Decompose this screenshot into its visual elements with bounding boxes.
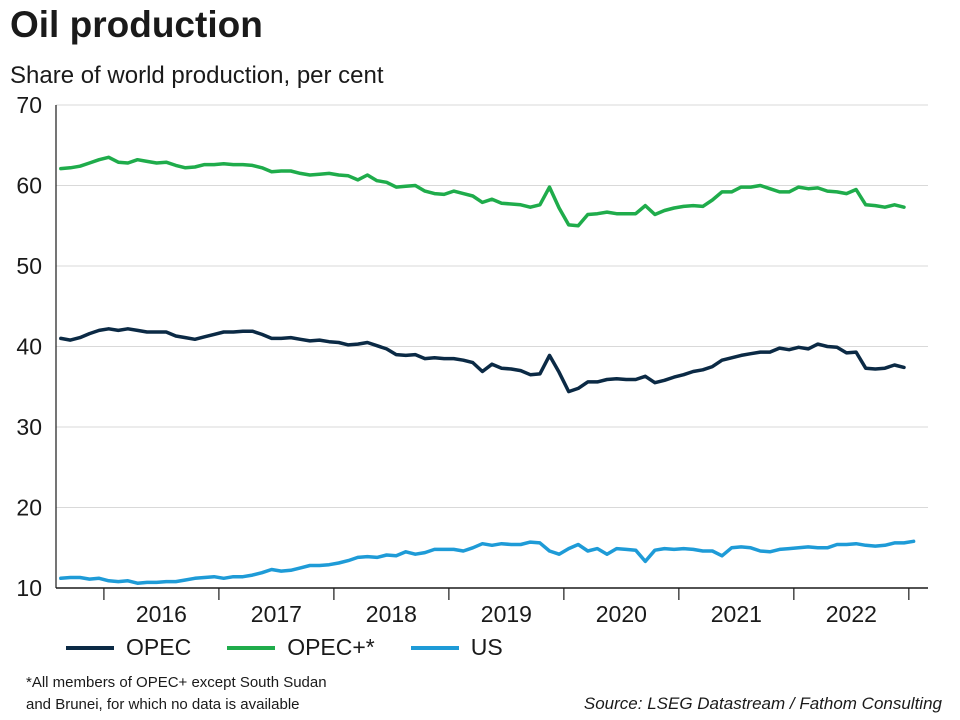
chart-title: Oil production [10,4,263,45]
series-line-opec-plus [59,155,906,228]
series-line-us [59,539,916,585]
y-tick-label-30: 30 [16,414,42,440]
legend: OPEC OPEC+* US [66,634,539,661]
x-axis: 2016 2017 2018 2019 2020 2021 2022 [55,105,928,627]
x-tick-label-2022: 2022 [826,601,877,627]
y-tick-label-20: 20 [16,495,42,521]
legend-item-us: US [410,634,503,661]
legend-item-opec: OPEC [66,634,191,661]
y-axis-ticks: 10 20 30 40 50 60 70 [16,92,42,601]
x-tick-label-2017: 2017 [251,601,302,627]
legend-swatch-opec [66,645,114,650]
y-tick-label-60: 60 [16,173,42,199]
x-tick-label-2019: 2019 [481,601,532,627]
legend-label-opec-plus: OPEC+* [287,634,375,660]
series-lines [59,155,916,585]
y-tick-label-10: 10 [16,575,42,601]
x-tick-label-2016: 2016 [136,601,187,627]
y-tick-label-40: 40 [16,334,42,360]
y-tick-label-70: 70 [16,92,42,118]
footnote-line-1: *All members of OPEC+ except South Sudan [26,674,327,691]
gridlines [56,104,928,508]
legend-label-us: US [470,634,503,660]
footnote-line-2: and Brunei, for which no data is availab… [26,696,300,713]
series-line-opec [59,327,906,394]
y-tick-label-50: 50 [16,253,42,279]
chart-subtitle: Share of world production, per cent [10,62,384,89]
legend-label-opec: OPEC [126,634,192,660]
footnote: *All members of OPEC+ except South Sudan… [26,672,386,716]
legend-swatch-opec-plus [227,645,276,650]
legend-item-opec-plus: OPEC+* [227,634,375,661]
x-tick-label-2018: 2018 [366,601,417,627]
legend-swatch-us [410,645,459,650]
source-note: Source: LSEG Datastream / Fathom Consult… [583,694,942,713]
x-tick-label-2020: 2020 [596,601,647,627]
x-tick-label-2021: 2021 [711,601,762,627]
